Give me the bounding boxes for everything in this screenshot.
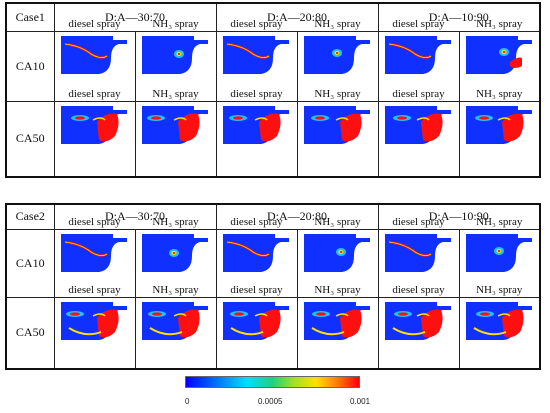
case1-table: Case1 D:A—30:70 D:A—20:80 D:A—10:90 CA10… [5,2,541,178]
panel-caption: diesel spray [392,215,445,228]
panel-caption: NH₃ spray [476,283,523,296]
contour-field-image [303,105,370,144]
contour-field-image [60,105,127,144]
panel-caption: NH₃ spray [476,215,523,228]
ca50-row: CA50 diesel spray NH₃ spray diesel spray… [5,88,541,178]
case-label: Case1 [5,2,55,32]
row-label-ca50: CA50 [5,100,55,178]
row-label-ca50: CA50 [5,296,55,370]
contour-field-image [222,105,289,144]
contour-field-image [384,105,451,144]
panel-caption: NH₃ spray [314,17,361,30]
panel-caption: diesel spray [392,283,445,296]
contour-field-image [141,233,208,272]
colorbar-tick-max: 0.001 [350,397,371,406]
panel-caption: NH₃ spray [152,87,199,100]
contour-field-image [303,301,370,340]
ratio-header-30-70: D:A—30:70 [53,2,217,32]
contour-field-image [222,35,289,74]
panel-caption: NH₃ spray [152,17,199,30]
contour-field-image [384,35,451,74]
panel-caption: diesel spray [230,17,283,30]
panel-caption: NH₃ spray [476,87,523,100]
contour-field-image [465,233,532,272]
panel-caption: NH₃ spray [314,87,361,100]
panel-caption: diesel spray [68,283,121,296]
colorbar [185,376,360,388]
contour-field-image [465,301,532,340]
panel-caption: diesel spray [392,87,445,100]
ca10-row: CA10 diesel spray NH₃ spray diesel spray… [5,216,541,298]
panel-caption: NH₃ spray [314,215,361,228]
panel-caption: NH₃ spray [152,283,199,296]
contour-field-image [222,233,289,272]
panel-caption: NH₃ spray [314,283,361,296]
contour-field-image [141,105,208,144]
contour-field-image [60,233,127,272]
ratio-header-10-90: D:A—10:90 [377,203,541,230]
ca50-row: CA50 diesel spray NH₃ spray diesel spray… [5,284,541,370]
contour-field-image [60,301,127,340]
panel-caption: NH₃ spray [152,215,199,228]
case-label: Case2 [5,203,55,230]
row-label-ca10: CA10 [5,30,55,102]
contour-field-image [303,233,370,272]
panel-caption: diesel spray [230,215,283,228]
row-label-ca10: CA10 [5,228,55,298]
colorbar-tick-min: 0 [185,397,190,406]
contour-field-image [465,105,532,144]
panel-caption: NH₃ spray [476,17,523,30]
ratio-header-30-70: D:A—30:70 [53,203,217,230]
panel-caption: diesel spray [68,17,121,30]
contour-field-image [384,233,451,272]
panel-caption: diesel spray [230,87,283,100]
ca10-row: CA10 diesel spray NH₃ spray diesel spray… [5,18,541,102]
contour-field-image [465,35,532,74]
contour-field-image [141,301,208,340]
contour-field-image [303,35,370,74]
contour-field-image [141,35,208,74]
case2-table: Case2 D:A—30:70 D:A—20:80 D:A—10:90 CA10… [5,203,541,370]
contour-field-image [384,301,451,340]
contour-field-image [60,35,127,74]
panel-caption: diesel spray [392,17,445,30]
panel-caption: diesel spray [68,87,121,100]
panel-caption: diesel spray [230,283,283,296]
contour-field-image [222,301,289,340]
panel-caption: diesel spray [68,215,121,228]
colorbar-tick-mid: 0.0005 [258,397,283,406]
ratio-header-20-80: D:A—20:80 [215,2,379,32]
